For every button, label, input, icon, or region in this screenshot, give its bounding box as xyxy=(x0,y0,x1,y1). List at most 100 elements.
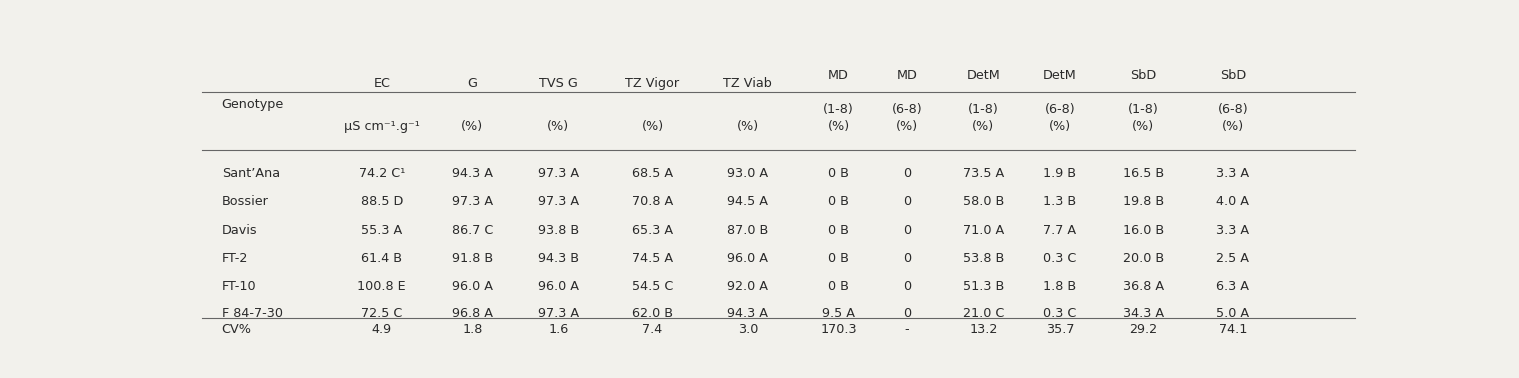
Text: 97.3 A: 97.3 A xyxy=(538,195,579,208)
Text: SbD: SbD xyxy=(1130,70,1156,82)
Text: 2.5 A: 2.5 A xyxy=(1217,252,1250,265)
Text: 36.8 A: 36.8 A xyxy=(1123,280,1164,293)
Text: (%): (%) xyxy=(1132,120,1154,133)
Text: 0: 0 xyxy=(902,280,911,293)
Text: FT-10: FT-10 xyxy=(222,280,257,293)
Text: 96.0 A: 96.0 A xyxy=(453,280,492,293)
Text: 1.6: 1.6 xyxy=(548,323,568,336)
Text: 94.3 A: 94.3 A xyxy=(453,167,492,180)
Text: TZ Viab: TZ Viab xyxy=(723,77,772,90)
Text: (%): (%) xyxy=(737,120,760,133)
Text: 88.5 D: 88.5 D xyxy=(360,195,403,208)
Text: 0 B: 0 B xyxy=(828,167,849,180)
Text: MD: MD xyxy=(828,70,849,82)
Text: (%): (%) xyxy=(462,120,483,133)
Text: 74.2 C¹: 74.2 C¹ xyxy=(358,167,406,180)
Text: 54.5 C: 54.5 C xyxy=(632,280,673,293)
Text: G: G xyxy=(468,77,477,90)
Text: 170.3: 170.3 xyxy=(820,323,857,336)
Text: EC: EC xyxy=(374,77,390,90)
Text: 1.3 B: 1.3 B xyxy=(1044,195,1077,208)
Text: 13.2: 13.2 xyxy=(969,323,998,336)
Text: 4.0 A: 4.0 A xyxy=(1217,195,1250,208)
Text: 16.0 B: 16.0 B xyxy=(1123,224,1164,237)
Text: 97.3 A: 97.3 A xyxy=(538,167,579,180)
Text: (%): (%) xyxy=(828,120,849,133)
Text: 0: 0 xyxy=(902,224,911,237)
Text: 6.3 A: 6.3 A xyxy=(1217,280,1250,293)
Text: 96.8 A: 96.8 A xyxy=(453,307,492,320)
Text: 0: 0 xyxy=(902,195,911,208)
Text: 0.3 C: 0.3 C xyxy=(1044,307,1077,320)
Text: 100.8 E: 100.8 E xyxy=(357,280,406,293)
Text: 55.3 A: 55.3 A xyxy=(362,224,403,237)
Text: F 84-7-30: F 84-7-30 xyxy=(222,307,283,320)
Text: 3.0: 3.0 xyxy=(738,323,758,336)
Text: (%): (%) xyxy=(547,120,570,133)
Text: 68.5 A: 68.5 A xyxy=(632,167,673,180)
Text: 91.8 B: 91.8 B xyxy=(451,252,494,265)
Text: FT-2: FT-2 xyxy=(222,252,248,265)
Text: 74.5 A: 74.5 A xyxy=(632,252,673,265)
Text: 93.0 A: 93.0 A xyxy=(728,167,769,180)
Text: TZ Vigor: TZ Vigor xyxy=(626,77,679,90)
Text: 0: 0 xyxy=(902,167,911,180)
Text: CV%: CV% xyxy=(222,323,252,336)
Text: 94.3 A: 94.3 A xyxy=(728,307,769,320)
Text: 7.7 A: 7.7 A xyxy=(1044,224,1077,237)
Text: 94.3 B: 94.3 B xyxy=(538,252,579,265)
Text: 3.3 A: 3.3 A xyxy=(1217,167,1250,180)
Text: 92.0 A: 92.0 A xyxy=(728,280,769,293)
Text: 87.0 B: 87.0 B xyxy=(728,224,769,237)
Text: 1.9 B: 1.9 B xyxy=(1044,167,1077,180)
Text: 9.5 A: 9.5 A xyxy=(822,307,855,320)
Text: 7.4: 7.4 xyxy=(643,323,662,336)
Text: (6-8): (6-8) xyxy=(892,103,922,116)
Text: 70.8 A: 70.8 A xyxy=(632,195,673,208)
Text: 51.3 B: 51.3 B xyxy=(963,280,1004,293)
Text: 35.7: 35.7 xyxy=(1045,323,1074,336)
Text: (%): (%) xyxy=(1221,120,1244,133)
Text: (1-8): (1-8) xyxy=(968,103,998,116)
Text: 29.2: 29.2 xyxy=(1129,323,1157,336)
Text: (%): (%) xyxy=(641,120,664,133)
Text: (%): (%) xyxy=(1048,120,1071,133)
Text: 34.3 A: 34.3 A xyxy=(1123,307,1164,320)
Text: 94.5 A: 94.5 A xyxy=(728,195,769,208)
Text: TVS G: TVS G xyxy=(539,77,577,90)
Text: DetM: DetM xyxy=(966,70,1000,82)
Text: 0.3 C: 0.3 C xyxy=(1044,252,1077,265)
Text: 71.0 A: 71.0 A xyxy=(963,224,1004,237)
Text: (1-8): (1-8) xyxy=(823,103,854,116)
Text: 72.5 C: 72.5 C xyxy=(362,307,403,320)
Text: 0 B: 0 B xyxy=(828,195,849,208)
Text: 65.3 A: 65.3 A xyxy=(632,224,673,237)
Text: 0 B: 0 B xyxy=(828,224,849,237)
Text: 93.8 B: 93.8 B xyxy=(538,224,579,237)
Text: Sant’Ana: Sant’Ana xyxy=(222,167,279,180)
Text: 3.3 A: 3.3 A xyxy=(1217,224,1250,237)
Text: 19.8 B: 19.8 B xyxy=(1123,195,1164,208)
Text: 5.0 A: 5.0 A xyxy=(1217,307,1250,320)
Text: (6-8): (6-8) xyxy=(1218,103,1249,116)
Text: 1.8: 1.8 xyxy=(462,323,483,336)
Text: 97.3 A: 97.3 A xyxy=(451,195,494,208)
Text: MD: MD xyxy=(896,70,917,82)
Text: 58.0 B: 58.0 B xyxy=(963,195,1004,208)
Text: 0 B: 0 B xyxy=(828,252,849,265)
Text: DetM: DetM xyxy=(1044,70,1077,82)
Text: μS cm⁻¹.g⁻¹: μS cm⁻¹.g⁻¹ xyxy=(343,120,419,133)
Text: 1.8 B: 1.8 B xyxy=(1044,280,1077,293)
Text: (%): (%) xyxy=(896,120,917,133)
Text: 53.8 B: 53.8 B xyxy=(963,252,1004,265)
Text: 73.5 A: 73.5 A xyxy=(963,167,1004,180)
Text: (%): (%) xyxy=(972,120,995,133)
Text: 74.1: 74.1 xyxy=(1218,323,1247,336)
Text: 0 B: 0 B xyxy=(828,280,849,293)
Text: 0: 0 xyxy=(902,307,911,320)
Text: (6-8): (6-8) xyxy=(1045,103,1075,116)
Text: Davis: Davis xyxy=(222,224,257,237)
Text: 61.4 B: 61.4 B xyxy=(362,252,403,265)
Text: 4.9: 4.9 xyxy=(372,323,392,336)
Text: 97.3 A: 97.3 A xyxy=(538,307,579,320)
